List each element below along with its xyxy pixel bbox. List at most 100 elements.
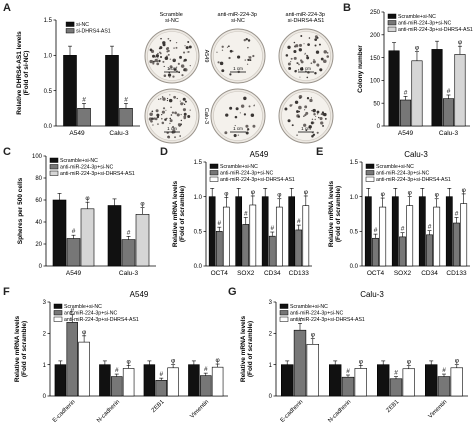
x-tick-label: ZEB1 [386,399,401,414]
bar [249,204,257,267]
significance-mark: # [127,229,131,236]
significance-mark: φ [251,189,255,196]
colony-dish: 1 cm [144,88,200,144]
bar [431,49,443,127]
legend-swatch [53,310,63,316]
chart-title: A549 [130,290,149,299]
x-tick-label: A549 [66,270,82,277]
significance-mark: # [404,89,408,96]
panel-label-d: D [160,146,168,158]
bar [105,55,119,127]
legend-label: anti-miR-224-3p+si-NC [376,171,429,177]
significance-mark: # [447,88,451,95]
bar [389,378,403,397]
bar [445,196,453,267]
legend-swatch [209,176,219,182]
bar [242,224,250,267]
bar [119,108,133,127]
bar [354,368,368,397]
bar [121,239,136,267]
significance-mark: # [394,370,398,377]
significance-mark: φ [277,192,281,199]
chart-a-dhrs4-levels: Relative DHRS4-AS1 levels(Fold of si-NC)… [16,18,140,137]
legend-label: Scramble+si-NC [60,158,98,164]
legend-swatch [387,26,397,32]
y-tick-label: 0.5 [44,89,53,95]
significance-mark: # [442,367,446,374]
y-tick-label: 0.0 [350,264,359,270]
significance-mark: φ [127,358,131,365]
y-tick-label: 1.5 [44,18,53,24]
x-tick-label: E-cadherin [52,399,77,424]
legend-swatch [53,316,63,322]
y-tick-label: 3 [269,300,273,306]
significance-mark: φ [224,190,228,197]
chart-d-a549-stemness: A549 Relative mRNA levels(Fold of scrambl… [172,150,312,277]
significance-mark: # [244,210,248,217]
y-tick-label: 100 [370,79,381,85]
legend-swatch [49,164,59,170]
legend-label: anti-miR-224-3p+si-NC [290,311,343,317]
bar [442,98,455,127]
y-tick-label: 0.5 [194,230,203,236]
bar [200,375,212,397]
bar [78,341,90,397]
photo-col-label-1: Scramble si-NC [160,12,185,24]
bar [52,199,67,267]
x-tick-label: CD34 [264,270,281,277]
y-tick-label: 2 [43,332,47,338]
legend-label: anti-miR-224-3p+si-DHRS4-AS1 [64,317,139,323]
legend: Scramble+si-NCanti-miR-224-3p+si-NCanti-… [53,303,139,323]
legend-label: anti-miR-224-3p+si-NC [220,171,273,177]
significance-mark: # [428,224,432,231]
scale-bar-label: 1 cm [301,126,311,131]
significance-mark: φ [82,329,86,336]
y-tick-label: 1.0 [350,195,359,201]
significance-mark: φ [458,39,462,46]
x-tick-label: OCT4 [367,270,385,277]
legend-label: anti-miR-224-3p+si-DHRS4-AS1 [60,171,135,177]
y-tick-label: 80 [35,176,42,182]
scale-bar-label: 1 cm [301,66,311,71]
bar [107,205,122,267]
x-tick-label: CD133 [289,270,310,277]
y-axis-label: Relative mRNA levels(Fold of scramble) [172,181,186,248]
legend-swatch [53,303,63,309]
bar [402,368,415,397]
legend-swatch [279,303,289,309]
legend: Scramble+si-NCanti-miR-224-3p+si-NCanti-… [209,163,295,183]
bar [293,329,307,397]
photo-row-label-calu3: Calu-3 [203,108,209,124]
legend-swatch [65,28,75,34]
significance-mark: φ [311,332,315,339]
significance-mark: φ [304,189,308,196]
legend-label: anti-miR-224-3p+si-NC [398,21,451,27]
x-tick-label: OCT4 [211,270,229,277]
legend-swatch [209,170,219,176]
bar [341,376,355,397]
x-tick-label: Calu-3 [439,130,459,137]
chart-title: Calu-3 [404,150,428,159]
y-tick-label: 0 [39,264,43,270]
legend: Scramble+si-NCanti-miR-224-3p+si-NCanti-… [279,303,365,323]
x-tick-label: ZEB1 [151,399,166,414]
legend-swatch [209,163,219,169]
legend-label: anti-miR-224-3p+si-NC [64,311,117,317]
x-tick-label: CD133 [446,270,467,277]
y-axis-label: Relative mRNA levels(Fold of scramble) [328,181,342,248]
significance-mark: φ [85,195,89,202]
chart-c-spheres: Spheres per 500 cells 0 20 40 60 80 100 # φ A549 #… [17,154,156,277]
bar [280,364,294,397]
y-axis-label: Spheres per 500 cells [17,177,24,244]
x-tick-label: E-cadherin [280,399,305,424]
bar [460,203,468,267]
y-axis-label: Relative mRNA levels(Fold of scramble) [14,316,28,383]
bar [167,367,179,397]
bar [418,196,426,267]
bar [111,376,123,397]
colony-dish: 1 cm [144,28,200,84]
bar [66,322,78,397]
bar [211,366,224,397]
legend-label: anti-miR-224-3p+si-DHRS4-AS1 [398,27,473,33]
legend: Scramble+si-NCanti-miR-224-3p+si-NCanti-… [49,157,135,177]
